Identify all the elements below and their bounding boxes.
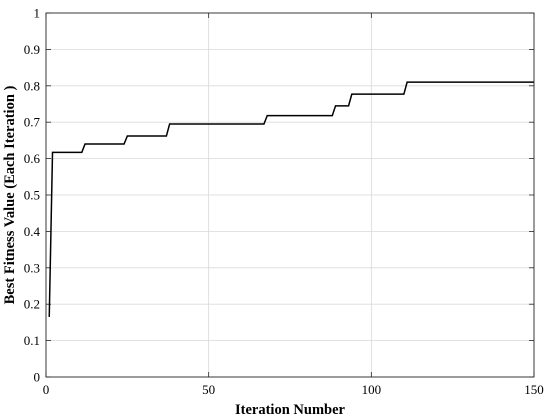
y-tick-label: 1 (34, 6, 41, 21)
x-tick-label: 150 (524, 382, 544, 397)
x-tick-label: 0 (43, 382, 50, 397)
grid (45, 12, 535, 378)
y-tick-label: 0.6 (24, 151, 41, 166)
y-tick-label: 0.1 (24, 333, 40, 348)
y-tick-label: 0 (34, 370, 41, 385)
x-tick-labels: 0 50 100 150 (43, 382, 544, 397)
plot-frame (45, 12, 535, 378)
y-tick-label: 0.7 (24, 115, 41, 130)
y-axis-label: Best Fitness Value (Each Iteration ) (2, 85, 18, 304)
fitness-series-line (48, 81, 534, 317)
y-tick-label: 0.8 (24, 78, 40, 93)
x-axis-label: Iteration Number (235, 402, 346, 418)
x-tick-label: 100 (362, 382, 382, 397)
y-tick-labels: 0 0.1 0.2 0.3 0.4 0.5 0.6 0.7 0.8 0.9 1 (24, 6, 41, 385)
y-tick-label: 0.9 (24, 42, 40, 57)
y-tick-label: 0.2 (24, 297, 40, 312)
y-tick-label: 0.4 (24, 224, 41, 239)
y-tick-label: 0.3 (24, 260, 40, 275)
series-layer (48, 81, 534, 317)
y-tick-label: 0.5 (24, 188, 40, 203)
x-tick-label: 50 (202, 382, 215, 397)
